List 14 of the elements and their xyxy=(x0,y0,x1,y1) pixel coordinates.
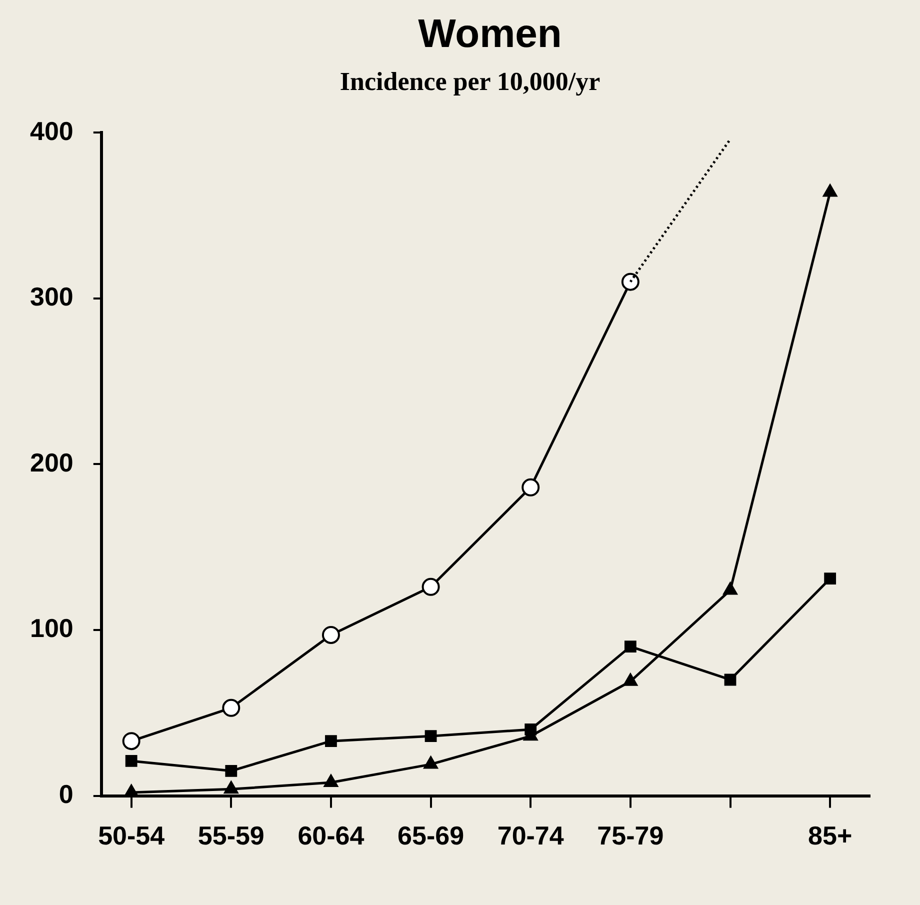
y-tick-label: 100 xyxy=(30,613,74,644)
x-tick-label: 65-69 xyxy=(398,820,464,851)
y-tick-label: 0 xyxy=(58,778,74,809)
x-tick-label: 85+ xyxy=(808,820,852,851)
x-tick-label: 75-79 xyxy=(597,820,664,851)
chart-subtitle: Incidence per 10,000/yr xyxy=(338,67,602,97)
x-tick-label: 70-74 xyxy=(497,820,564,851)
x-tick-label: 60-64 xyxy=(298,820,365,851)
y-tick-label: 300 xyxy=(30,282,74,312)
x-tick-label: 50-54 xyxy=(98,820,166,851)
y-tick-label: 400 xyxy=(30,116,74,146)
chart-title: Women xyxy=(417,12,563,57)
x-tick-label: 55-59 xyxy=(198,820,264,851)
y-tick-label: 200 xyxy=(30,447,74,478)
